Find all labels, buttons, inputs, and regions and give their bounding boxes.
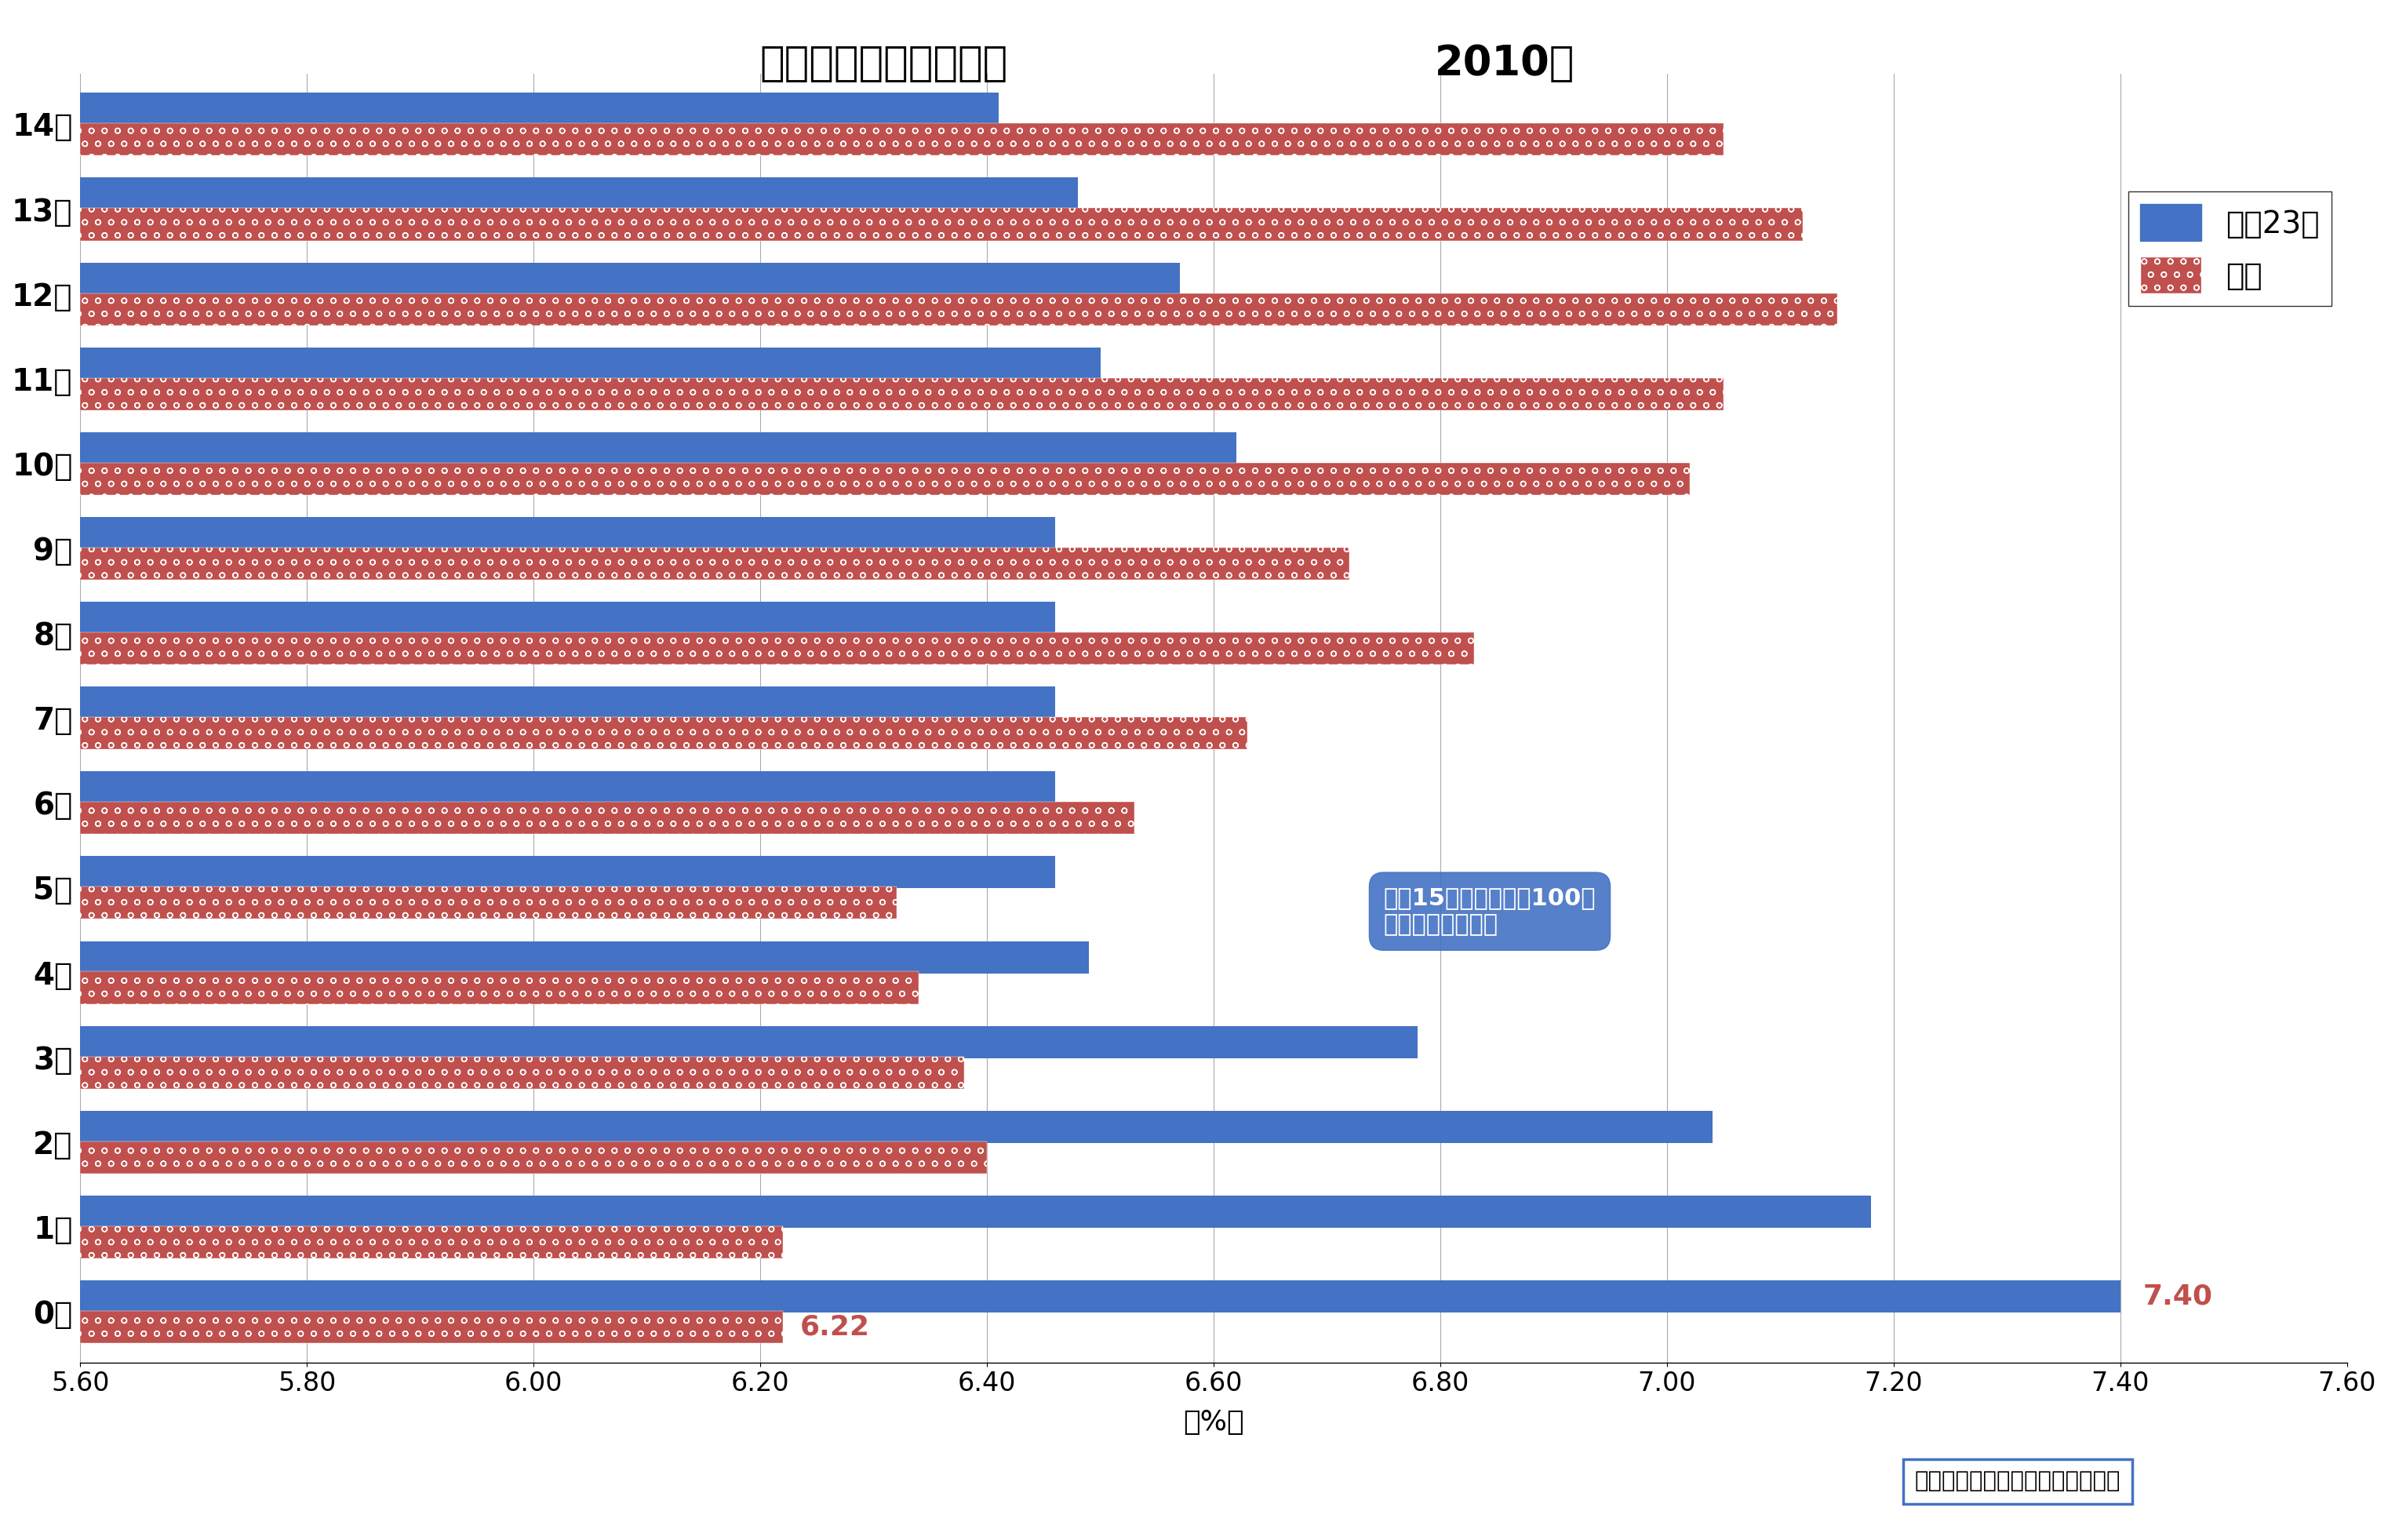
Bar	[81, 548, 1349, 579]
Bar	[81, 772, 1055, 804]
Bar	[81, 972, 919, 1004]
Bar	[81, 1280, 2121, 1312]
Text: 2010年: 2010年	[1435, 43, 1574, 83]
Text: 資料）総務省統計局「国勢調査」: 資料）総務省統計局「国勢調査」	[1915, 1471, 2121, 1492]
Bar	[81, 377, 1724, 410]
Bar	[81, 517, 1055, 550]
Text: 6.22: 6.22	[800, 1314, 869, 1340]
Bar	[81, 1226, 783, 1258]
Bar	[81, 941, 1089, 973]
Bar	[81, 687, 1055, 719]
Bar	[81, 1311, 783, 1343]
Bar	[81, 1110, 1712, 1143]
Bar	[81, 1056, 965, 1089]
Bar	[81, 433, 1237, 465]
Bar	[81, 462, 1691, 494]
Bar	[81, 293, 1836, 325]
Text: 子ども人口ピラミッド: 子ども人口ピラミッド	[759, 43, 1008, 83]
Bar	[81, 92, 998, 125]
Legend: 東京23区, 全国: 東京23区, 全国	[2128, 192, 2331, 306]
Bar	[81, 262, 1180, 294]
Bar	[81, 208, 1803, 240]
Bar	[81, 177, 1077, 209]
X-axis label: （%）: （%）	[1182, 1409, 1244, 1435]
Bar	[81, 1026, 1418, 1058]
Bar	[81, 802, 1134, 835]
Bar	[81, 602, 1055, 634]
Bar	[81, 718, 1247, 750]
Bar	[81, 123, 1724, 156]
Bar	[81, 856, 1055, 889]
Bar	[81, 1195, 1872, 1227]
Bar	[81, 348, 1101, 379]
Text: 7.40: 7.40	[2142, 1283, 2214, 1309]
Bar	[81, 887, 896, 919]
Bar	[81, 633, 1473, 665]
Bar	[81, 1141, 986, 1173]
Text: ＊「15歳未満人口＝100」
としたときの割合: ＊「15歳未満人口＝100」 としたときの割合	[1383, 887, 1595, 936]
